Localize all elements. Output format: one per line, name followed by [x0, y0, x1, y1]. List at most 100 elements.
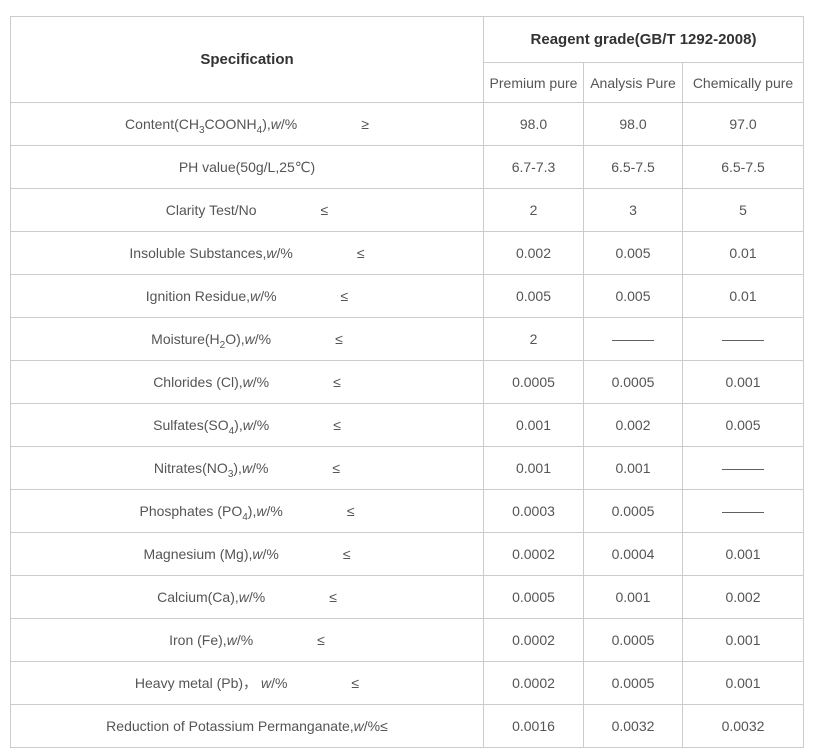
limit-symbol: ≤	[346, 503, 355, 519]
table-row: Phosphates (PO4),w/% ≤0.0003 0.0005 ———	[10, 489, 804, 533]
value-cell: 0.005	[483, 274, 584, 318]
spec-label: Calcium(Ca),w/%	[157, 589, 266, 605]
value-cell: 0.0005	[583, 360, 683, 404]
spec-label: Insoluble Substances,w/%	[129, 245, 293, 261]
value-cell: 0.001	[483, 403, 584, 447]
spec-cell: Chlorides (Cl),w/% ≤	[10, 360, 484, 404]
table-row: Sulfates(SO4),w/% ≤0.001 0.002 0.005	[10, 403, 804, 447]
value-cell: 0.0032	[583, 704, 683, 748]
value-cell: 0.005	[583, 274, 683, 318]
value-cell: 0.002	[483, 231, 584, 275]
limit-symbol: ≤	[317, 632, 325, 648]
table-row: Ignition Residue,w/% ≤0.005 0.005 0.01	[10, 274, 804, 318]
spec-label: PH value(50g/L,25℃)	[178, 158, 316, 175]
value-cell: 0.0005	[483, 360, 584, 404]
value-cell: 0.01	[682, 231, 804, 275]
value-cell: 0.005	[583, 231, 683, 275]
value-cell: ———	[583, 317, 683, 361]
value-cell: 0.0003	[483, 489, 584, 533]
value-cell: 2	[483, 317, 584, 361]
value-cell: 97.0	[682, 102, 804, 146]
limit-symbol: ≤	[329, 589, 337, 605]
table-row: Calcium(Ca),w/% ≤0.0005 0.001 0.002	[10, 575, 804, 619]
value-cell: 0.0032	[682, 704, 804, 748]
value-cell: 6.5-7.5	[682, 145, 804, 189]
value-cell: 2	[483, 188, 584, 232]
reagent-grade-header: Reagent grade(GB/T 1292-2008)	[483, 16, 804, 63]
table-row: Content(CH3COONH4),w/% ≥98.0 98.0 97.0	[10, 102, 804, 146]
spec-cell: Reduction of Potassium Permanganate,w/%≤	[10, 704, 484, 748]
spec-label: Moisture(H2O),w/%	[151, 331, 272, 351]
grade-header-analysis-pure: Analysis Pure	[583, 62, 683, 103]
spec-cell: PH value(50g/L,25℃)	[10, 145, 484, 189]
value-cell: 0.002	[583, 403, 683, 447]
spec-label: Iron (Fe),w/%	[169, 632, 254, 648]
table-row: Magnesium (Mg),w/% ≤0.0002 0.0004 0.001	[10, 532, 804, 576]
spec-cell: Ignition Residue,w/% ≤	[10, 274, 484, 318]
header-row-top: Specification Reagent grade(GB/T 1292-20…	[10, 16, 804, 103]
value-cell: 6.5-7.5	[583, 145, 683, 189]
value-cell: 0.01	[682, 274, 804, 318]
spec-cell: Insoluble Substances,w/% ≤	[10, 231, 484, 275]
value-cell: 0.0002	[483, 661, 584, 705]
value-cell: 3	[583, 188, 683, 232]
value-cell: 0.0005	[483, 575, 584, 619]
value-cell: 0.001	[682, 532, 804, 576]
table-row: Reduction of Potassium Permanganate,w/%≤…	[10, 704, 804, 748]
value-cell: 5	[682, 188, 804, 232]
header-row-grades: Premium pure Analysis Pure Chemically pu…	[11, 62, 804, 103]
value-cell: 0.0002	[483, 618, 584, 662]
value-cell: 98.0	[583, 102, 683, 146]
value-cell: 0.001	[583, 446, 683, 490]
spec-cell: Clarity Test/No ≤	[10, 188, 484, 232]
table-row: Clarity Test/No ≤2 3 5	[10, 188, 804, 232]
value-cell: 0.0005	[583, 618, 683, 662]
limit-symbol: ≤	[340, 288, 349, 304]
spec-label: Clarity Test/No	[165, 202, 257, 218]
spec-label: Heavy metal (Pb)， w/%	[134, 675, 288, 691]
value-cell: 0.001	[682, 661, 804, 705]
table-row: Iron (Fe),w/% ≤0.0002 0.0005 0.001	[10, 618, 804, 662]
value-cell: 0.0016	[483, 704, 584, 748]
spec-cell: Magnesium (Mg),w/% ≤	[10, 532, 484, 576]
spec-cell: Iron (Fe),w/% ≤	[10, 618, 484, 662]
value-cell: 0.0004	[583, 532, 683, 576]
value-cell: 6.7-7.3	[483, 145, 584, 189]
value-cell: 0.001	[682, 360, 804, 404]
spec-label: Content(CH3COONH4),w/%	[125, 116, 298, 136]
limit-symbol: ≤	[335, 331, 343, 347]
table-row: Heavy metal (Pb)， w/% ≤0.0002 0.0005 0.001	[10, 661, 804, 705]
grade-header-premium-pure: Premium pure	[483, 62, 584, 103]
limit-symbol: ≤	[333, 417, 341, 433]
value-cell: 0.001	[682, 618, 804, 662]
value-cell: 98.0	[483, 102, 584, 146]
spec-column-header: Specification	[10, 16, 484, 103]
spec-label: Sulfates(SO4),w/%	[153, 417, 270, 437]
limit-symbol: ≥	[361, 116, 369, 132]
table-row: Nitrates(NO3),w/% ≤0.001 0.001 ———	[10, 446, 804, 490]
limit-symbol: ≤	[342, 546, 351, 562]
specification-table: Specification Reagent grade(GB/T 1292-20…	[10, 16, 804, 748]
spec-label: Chlorides (Cl),w/%	[153, 374, 270, 390]
table-row: PH value(50g/L,25℃) 6.7-7.3 6.5-7.5 6.5-7.5	[10, 145, 804, 189]
value-cell: 0.0002	[483, 532, 584, 576]
spec-cell: Phosphates (PO4),w/% ≤	[10, 489, 484, 533]
value-cell: 0.002	[682, 575, 804, 619]
table-row: Moisture(H2O),w/% ≤2 ——— ———	[10, 317, 804, 361]
limit-symbol: ≤	[356, 245, 365, 261]
spec-cell: Content(CH3COONH4),w/% ≥	[10, 102, 484, 146]
spec-label: Ignition Residue,w/%	[145, 288, 277, 304]
limit-symbol: ≤	[320, 202, 329, 218]
spec-cell: Calcium(Ca),w/% ≤	[10, 575, 484, 619]
spec-label: Nitrates(NO3),w/%	[153, 460, 269, 480]
value-cell: 0.005	[682, 403, 804, 447]
spec-cell: Heavy metal (Pb)， w/% ≤	[10, 661, 484, 705]
value-cell: 0.001	[583, 575, 683, 619]
value-cell: 0.001	[483, 446, 584, 490]
spec-cell: Moisture(H2O),w/% ≤	[10, 317, 484, 361]
table-row: Chlorides (Cl),w/% ≤0.0005 0.0005 0.001	[10, 360, 804, 404]
spec-label: Magnesium (Mg),w/%	[143, 546, 279, 562]
spec-cell: Sulfates(SO4),w/% ≤	[10, 403, 484, 447]
value-cell: ———	[682, 446, 804, 490]
spec-label: Reduction of Potassium Permanganate,w/%≤	[106, 718, 388, 734]
